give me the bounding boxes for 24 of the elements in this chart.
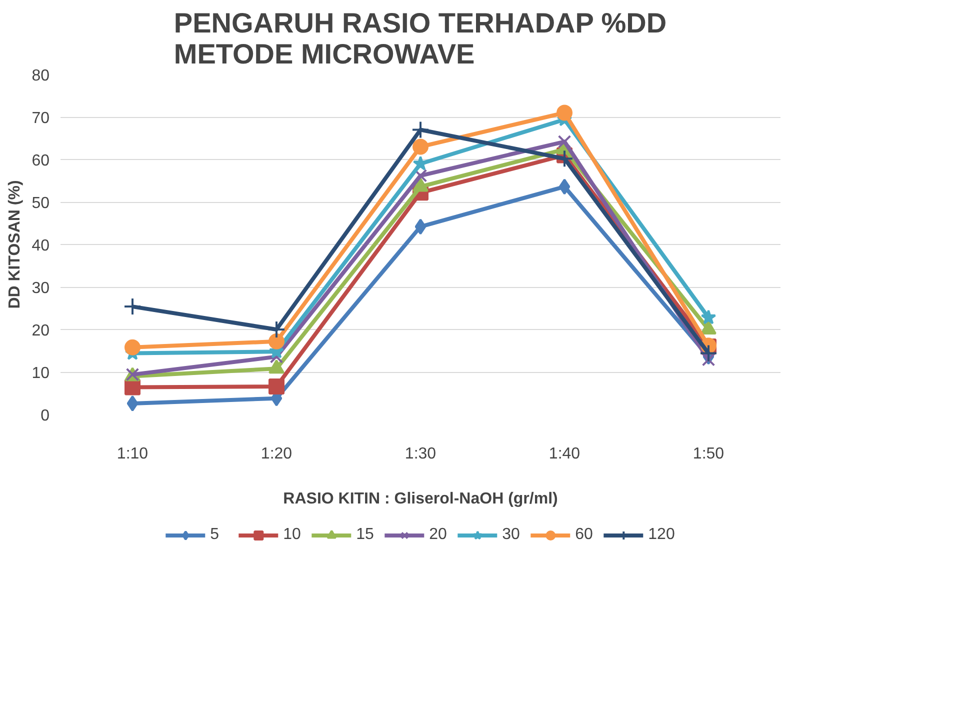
legend-label: 20: [429, 526, 448, 544]
legend-label: 30: [502, 526, 521, 544]
y-tick-label: 50: [32, 195, 50, 212]
legend-label: 5: [210, 526, 220, 544]
y-tick-label: 30: [32, 280, 50, 297]
y-tick-label: 20: [32, 322, 50, 340]
x-tick-label: 1:50: [692, 446, 724, 462]
y-axis-title: DD KITOSAN (%): [6, 180, 24, 309]
x-tick-label: 1:10: [116, 446, 148, 462]
legend-label: 10: [283, 526, 302, 544]
y-tick-label: 40: [32, 238, 50, 254]
x-tick-label: 1:40: [548, 446, 580, 462]
y-tick-label: 80: [32, 68, 50, 84]
legend-label: 15: [356, 526, 375, 544]
x-tick-label: 1:30: [404, 446, 436, 462]
x-axis-title: RASIO KITIN : Gliserol-NaOH (gr/ml): [283, 490, 558, 508]
x-tick-label: 1:20: [260, 446, 292, 462]
legend-label: 120: [648, 526, 675, 544]
y-tick-label: 60: [32, 152, 50, 170]
legend-label: 60: [575, 526, 594, 544]
y-tick-label: 0: [40, 408, 50, 424]
chart-title: PENGARUH RASIO TERHADAP %DD METODE MICROWAVE: [174, 8, 667, 70]
y-tick-label: 10: [32, 365, 50, 382]
y-tick-label: 70: [32, 110, 50, 127]
